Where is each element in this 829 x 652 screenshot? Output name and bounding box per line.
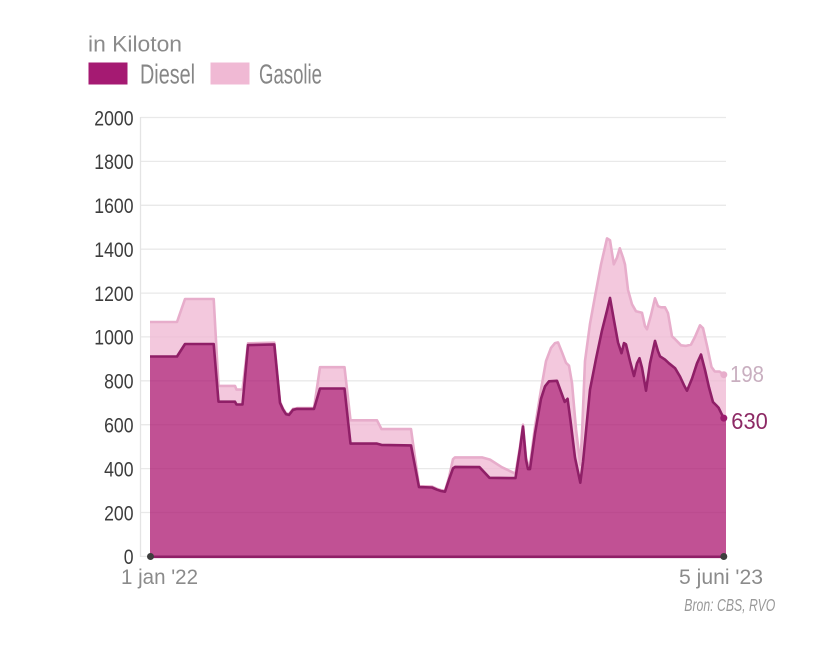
svg-text:Gasolie: Gasolie: [259, 59, 322, 90]
svg-text:198: 198: [730, 361, 764, 387]
svg-text:200: 200: [104, 501, 133, 525]
svg-text:1200: 1200: [94, 282, 133, 306]
svg-text:400: 400: [104, 457, 133, 481]
svg-text:1 jan '22: 1 jan '22: [121, 565, 198, 589]
svg-text:Bron: CBS, RVO: Bron: CBS, RVO: [684, 595, 775, 615]
svg-text:0: 0: [124, 545, 134, 569]
svg-text:5 juni '23: 5 juni '23: [679, 565, 763, 589]
svg-text:1400: 1400: [94, 238, 133, 262]
svg-text:1000: 1000: [94, 326, 133, 350]
svg-text:600: 600: [104, 414, 133, 438]
svg-text:1600: 1600: [94, 194, 133, 218]
svg-text:in Kiloton: in Kiloton: [88, 32, 182, 57]
svg-text:630: 630: [731, 408, 768, 434]
svg-text:2000: 2000: [94, 106, 133, 130]
svg-text:800: 800: [104, 370, 133, 394]
svg-text:Diesel: Diesel: [140, 59, 195, 90]
svg-text:1800: 1800: [94, 150, 133, 174]
